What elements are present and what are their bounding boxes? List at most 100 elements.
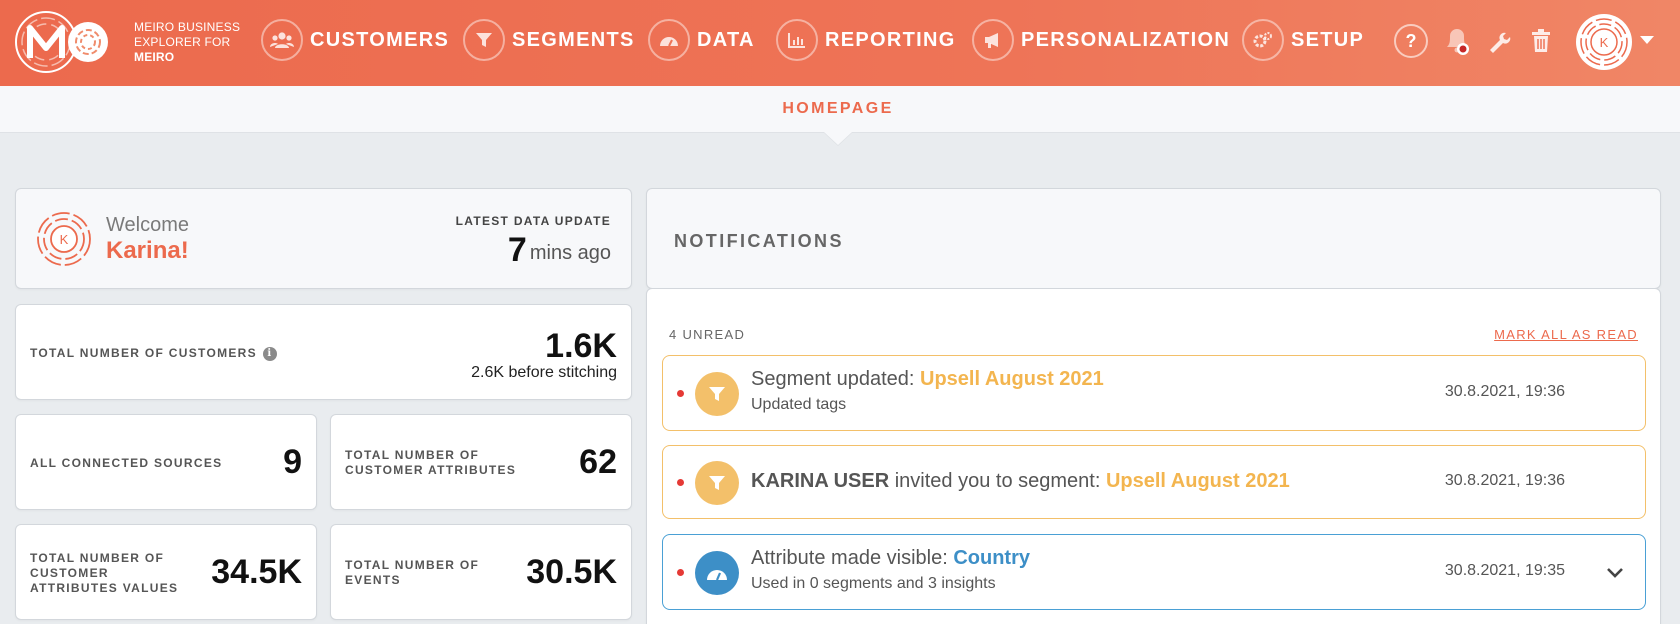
funnel-icon: [695, 461, 739, 505]
active-page-indicator-fill: [824, 132, 852, 145]
notification-prefix: invited you to segment:: [889, 470, 1106, 492]
stat-attribute-values-label-line1: TOTAL NUMBER OF: [30, 551, 165, 565]
nav-personalization-label: PERSONALIZATION: [1021, 28, 1231, 51]
stat-total-events-label-line1: TOTAL NUMBER OF: [345, 558, 480, 572]
notification-date: 30.8.2021, 19:36: [1444, 383, 1565, 400]
user-menu-caret-icon[interactable]: [1640, 36, 1654, 44]
unread-dot: [677, 479, 684, 486]
stat-total-customers-sub: 2.6K before stitching: [471, 364, 617, 381]
help-icon: ?: [1394, 24, 1428, 58]
notification-detail: Used in 0 segments and 3 insights: [751, 575, 996, 592]
notification-segment-link[interactable]: Upsell August 2021: [1105, 470, 1290, 492]
stat-connected-sources: ALL CONNECTED SOURCES 9: [15, 414, 317, 510]
notification-date: 30.8.2021, 19:35: [1444, 562, 1565, 579]
notification-prefix: Segment updated:: [751, 368, 921, 390]
trash-icon: [1532, 29, 1550, 52]
stat-total-events-label-line2: EVENTS: [345, 573, 401, 587]
nav-customers[interactable]: CUSTOMERS: [261, 18, 449, 62]
notification-item[interactable]: Segment updated: Upsell August 2021 Upda…: [662, 355, 1646, 431]
nav-customers-label: CUSTOMERS: [310, 28, 450, 51]
latest-data-update-label: LATEST DATA UPDATE: [455, 214, 611, 228]
chevron-down-icon[interactable]: [1605, 563, 1625, 583]
stat-total-events: TOTAL NUMBER OF EVENTS 30.5K: [330, 524, 632, 620]
stat-total-events-value: 30.5K: [526, 553, 617, 591]
notification-title: Attribute made visible: Country: [751, 547, 1030, 570]
welcome-greeting: Welcome: [106, 214, 189, 236]
gauge-icon: [695, 551, 739, 595]
notification-date: 30.8.2021, 19:36: [1444, 472, 1565, 489]
brand-text: MEIRO BUSINESS EXPLORER FOR MEIRO: [134, 20, 240, 65]
stat-total-events-label: TOTAL NUMBER OF EVENTS: [345, 558, 479, 588]
nav-reporting[interactable]: REPORTING: [776, 18, 956, 62]
users-icon: [261, 19, 303, 61]
stat-total-customers-value: 1.6K: [545, 327, 617, 365]
notification-detail: Updated tags: [751, 396, 847, 413]
notification-title: KARINA USER invited you to segment: Upse…: [751, 470, 1290, 493]
funnel-icon: [695, 372, 739, 416]
nav-setup-label: SETUP: [1291, 28, 1365, 51]
bell-icon: [1447, 29, 1469, 55]
stat-attribute-values-label: TOTAL NUMBER OF CUSTOMER ATTRIBUTES VALU…: [30, 551, 178, 596]
top-navigation-bar: MEIRO BUSINESS EXPLORER FOR MEIRO CUSTOM…: [0, 0, 1680, 86]
info-icon[interactable]: i: [262, 347, 277, 361]
notification-actor: KARINA USER: [751, 470, 890, 492]
page-title: HOMEPAGE: [782, 100, 894, 117]
wrench-icon: [1490, 32, 1511, 53]
tools-button[interactable]: [1480, 22, 1518, 60]
meiro-logo[interactable]: [14, 10, 118, 74]
mark-all-as-read-link[interactable]: MARK ALL AS READ: [1494, 327, 1638, 342]
nav-segments[interactable]: SEGMENTS: [463, 18, 635, 62]
user-avatar-initial: K: [1600, 35, 1609, 50]
user-avatar[interactable]: K: [1576, 14, 1632, 70]
notifications-title: NOTIFICATIONS: [674, 231, 844, 251]
notification-prefix: Attribute made visible:: [751, 547, 954, 569]
welcome-avatar-initial: K: [60, 232, 69, 247]
stat-connected-sources-value: 9: [283, 443, 302, 481]
bar-chart-icon: [776, 19, 818, 61]
unread-dot: [677, 569, 684, 576]
gauge-icon: [648, 19, 690, 61]
stat-attribute-values-label-line2: CUSTOMER: [30, 566, 109, 580]
stat-attribute-values: TOTAL NUMBER OF CUSTOMER ATTRIBUTES VALU…: [15, 524, 317, 620]
notification-attribute-link[interactable]: Country: [953, 547, 1030, 569]
stat-customer-attributes-label-line1: TOTAL NUMBER OF: [345, 448, 480, 462]
stat-connected-sources-label: ALL CONNECTED SOURCES: [30, 456, 223, 470]
stat-total-customers: TOTAL NUMBER OF CUSTOMERS i 1.6K 2.6K bef…: [15, 304, 632, 400]
nav-data-label: DATA: [697, 28, 755, 51]
brand-line-3: MEIRO: [134, 50, 175, 64]
notifications-button[interactable]: [1438, 22, 1476, 60]
notification-item[interactable]: Attribute made visible: Country Used in …: [662, 534, 1646, 610]
notification-item[interactable]: KARINA USER invited you to segment: Upse…: [662, 445, 1646, 519]
stat-attribute-values-value: 34.5K: [211, 553, 302, 591]
nav-data[interactable]: DATA: [648, 18, 755, 62]
stat-total-customers-label: TOTAL NUMBER OF CUSTOMERS i: [30, 346, 277, 361]
notification-title: Segment updated: Upsell August 2021: [751, 368, 1104, 391]
unread-count: 4 UNREAD: [669, 327, 746, 342]
brand-line-2: EXPLORER FOR: [134, 35, 231, 49]
nav-personalization[interactable]: PERSONALIZATION: [972, 18, 1230, 62]
latest-data-update-suffix: mins ago: [529, 242, 611, 264]
latest-data-update-value: 7 mins ago: [508, 231, 611, 270]
welcome-card: K Welcome Karina! LATEST DATA UPDATE 7 mi…: [15, 188, 632, 289]
notifications-header: NOTIFICATIONS: [646, 188, 1661, 289]
stat-total-customers-label-text: TOTAL NUMBER OF CUSTOMERS: [30, 346, 257, 360]
stat-customer-attributes-label: TOTAL NUMBER OF CUSTOMER ATTRIBUTES: [345, 448, 516, 478]
trash-button[interactable]: [1522, 22, 1560, 60]
notifications-panel: 4 UNREAD MARK ALL AS READ Segment update…: [646, 288, 1661, 624]
page-header: HOMEPAGE: [0, 86, 1680, 146]
latest-data-update-number: 7: [507, 231, 527, 269]
funnel-icon: [463, 19, 505, 61]
help-button[interactable]: ?: [1392, 22, 1430, 60]
nav-setup[interactable]: SETUP: [1242, 18, 1364, 62]
avatar-ring-icon: K: [1580, 18, 1628, 66]
welcome-user-name: Karina!: [106, 237, 189, 264]
nav-reporting-label: REPORTING: [825, 28, 956, 51]
brand-line-1: MEIRO BUSINESS: [134, 20, 241, 34]
notification-segment-link[interactable]: Upsell August 2021: [920, 368, 1104, 390]
nav-segments-label: SEGMENTS: [512, 28, 635, 51]
gears-icon: [1242, 19, 1284, 61]
stat-attribute-values-label-line3: ATTRIBUTES VALUES: [30, 581, 179, 595]
stat-customer-attributes-label-line2: CUSTOMER ATTRIBUTES: [345, 463, 517, 477]
stat-customer-attributes-value: 62: [579, 443, 617, 481]
stat-customer-attributes: TOTAL NUMBER OF CUSTOMER ATTRIBUTES 62: [330, 414, 632, 510]
